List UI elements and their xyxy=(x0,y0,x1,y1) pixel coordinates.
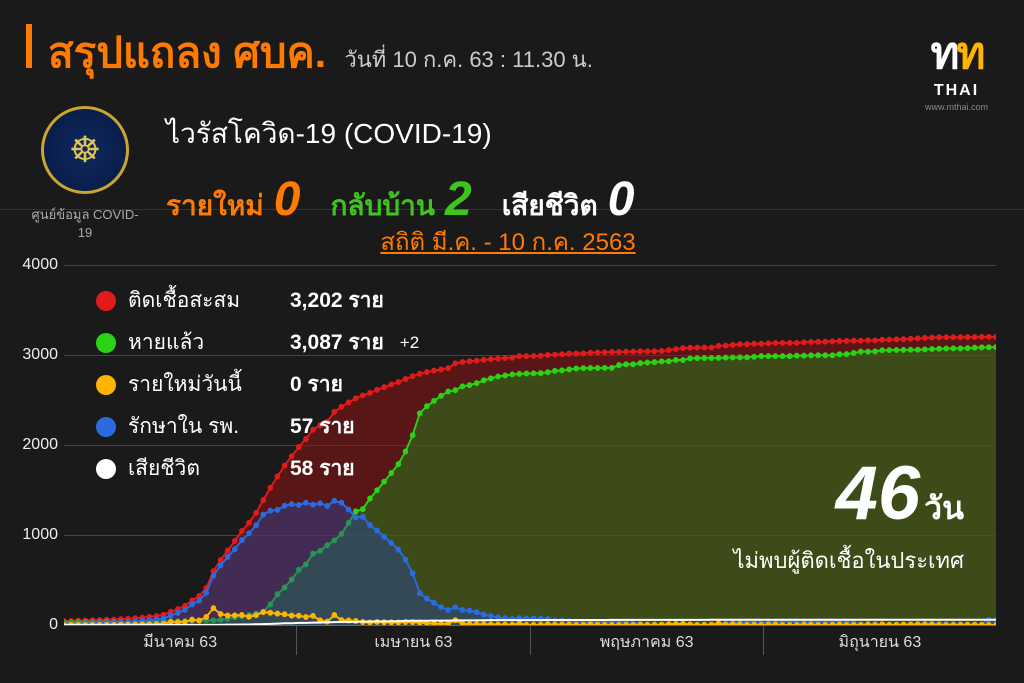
days-unit: วัน xyxy=(924,490,964,526)
legend-row: รายใหม่วันนี้ 0 ราย xyxy=(96,364,419,406)
x-segment-label: มีนาคม 63 xyxy=(64,626,297,655)
legend-label: รักษาใน รพ. xyxy=(128,406,278,448)
y-tick-label: 4000 xyxy=(22,256,58,274)
legend-row: หายแล้ว 3,087 ราย +2 xyxy=(96,322,419,364)
chart-title: สถิติ มี.ค. - 10 ก.ค. 2563 xyxy=(12,222,1004,261)
y-tick-label: 0 xyxy=(49,616,58,634)
header: สรุปแถลง ศบค. วันที่ 10 ก.ค. 63 : 11.30 … xyxy=(0,0,1024,210)
legend-row: รักษาใน รพ. 57 ราย xyxy=(96,406,419,448)
y-tick-label: 2000 xyxy=(22,436,58,454)
gov-emblem-icon: ☸ xyxy=(41,106,129,194)
legend-value: 3,202 ราย xyxy=(290,280,384,322)
legend-dot-icon xyxy=(96,417,116,437)
legend-dot-icon xyxy=(96,333,116,353)
y-tick-label: 3000 xyxy=(22,346,58,364)
y-tick-label: 1000 xyxy=(22,526,58,544)
accent-bar xyxy=(26,24,32,68)
legend-label: หายแล้ว xyxy=(128,322,278,364)
x-segment-label: พฤษภาคม 63 xyxy=(531,626,764,655)
legend: ติดเชื้อสะสม 3,202 รายหายแล้ว 3,087 ราย +2 ร… xyxy=(96,280,419,490)
main-title: สรุปแถลง ศบค. xyxy=(48,20,326,86)
date-subtitle: วันที่ 10 ก.ค. 63 : 11.30 น. xyxy=(344,42,592,77)
legend-label: รายใหม่วันนี้ xyxy=(128,364,278,406)
mthai-logo: ทท THAI www.mthai.com xyxy=(925,18,988,112)
legend-label: เสียชีวิต xyxy=(128,448,278,490)
legend-value: 3,087 ราย xyxy=(290,322,384,364)
legend-extra: +2 xyxy=(400,326,419,360)
x-segment-label: มิถุนายน 63 xyxy=(764,626,996,655)
legend-dot-icon xyxy=(96,459,116,479)
legend-label: ติดเชื้อสะสม xyxy=(128,280,278,322)
legend-value: 58 ราย xyxy=(290,448,355,490)
logo-text: THAI xyxy=(925,82,988,100)
chart-area: สถิติ มี.ค. - 10 ก.ค. 2563 0 1000 2000 3000… xyxy=(0,210,1024,683)
x-segment-label: เมษายน 63 xyxy=(297,626,530,655)
legend-dot-icon xyxy=(96,291,116,311)
legend-value: 57 ราย xyxy=(290,406,355,448)
legend-row: เสียชีวิต 58 ราย xyxy=(96,448,419,490)
covid-label: ไวรัสโควิด-19 (COVID-19) xyxy=(166,112,994,156)
logo-url: www.mthai.com xyxy=(925,102,988,112)
legend-dot-icon xyxy=(96,375,116,395)
legend-value: 0 ราย xyxy=(290,364,343,406)
legend-row: ติดเชื้อสะสม 3,202 ราย xyxy=(96,280,419,322)
days-caption: ไม่พบผู้ติดเชื้อในประเทศ xyxy=(733,543,964,578)
x-axis: มีนาคม 63เมษายน 63พฤษภาคม 63มิถุนายน 63 xyxy=(64,625,996,655)
y-axis: 01000200030004000 xyxy=(12,265,62,625)
days-counter: 46วัน ไม่พบผู้ติดเชื้อในประเทศ xyxy=(733,450,964,578)
days-number: 46 xyxy=(836,450,921,537)
